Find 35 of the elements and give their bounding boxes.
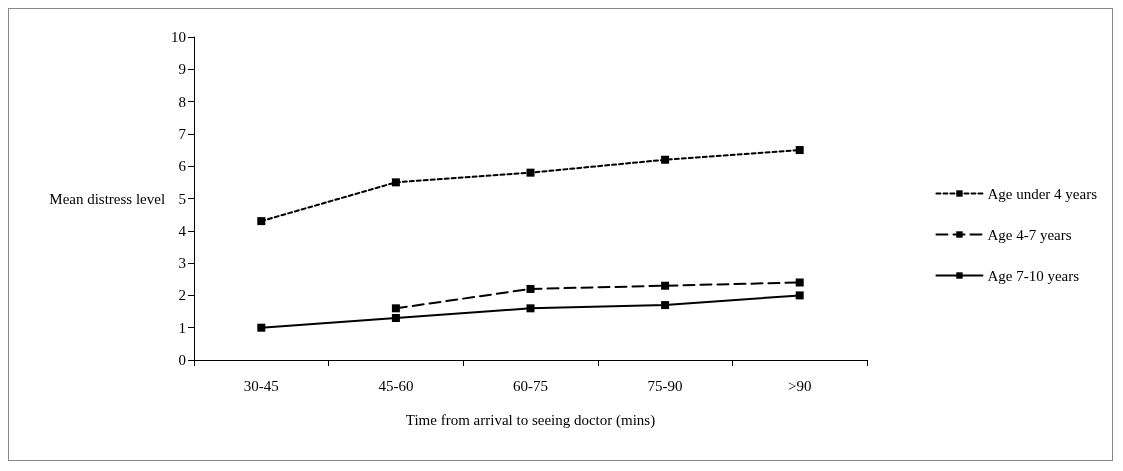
y-tick-label: 3 [178, 255, 186, 272]
legend-label: Age 7-10 years [987, 267, 1080, 284]
point [391, 314, 400, 323]
y-axis-title: Mean distress level [49, 190, 166, 207]
legend-label: Age under 4 years [987, 185, 1098, 202]
x-tick-label: 30-45 [243, 377, 279, 394]
y-tick-label: 7 [178, 125, 187, 142]
y-tick-label: 8 [178, 93, 186, 110]
point [526, 284, 535, 293]
point [257, 323, 266, 332]
y-tick-label: 5 [178, 190, 186, 207]
y-tick-label: 9 [178, 61, 186, 78]
point [661, 281, 670, 290]
legend-label: Age 4-7 years [987, 226, 1072, 243]
point [661, 155, 670, 164]
point [795, 146, 804, 155]
y-tick-label: 6 [178, 158, 187, 175]
y-tick-label: 1 [178, 319, 186, 336]
x-tick-label: 60-75 [513, 377, 548, 394]
point [526, 304, 535, 313]
x-axis-title: Time from arrival to seeing doctor (mins) [405, 411, 656, 429]
point [257, 217, 266, 226]
x-tick-label: 75-90 [647, 377, 683, 394]
y-tick-label: 4 [178, 222, 187, 239]
y-tick-label: 0 [178, 352, 186, 368]
point [391, 178, 400, 187]
point [526, 168, 535, 177]
y-tick-label: 2 [178, 287, 186, 304]
point [795, 278, 804, 287]
x-tick-label: 45-60 [378, 377, 414, 394]
point [661, 301, 670, 310]
point [391, 304, 400, 313]
y-tick-label: 10 [171, 29, 186, 45]
point [795, 291, 804, 300]
x-tick-label: >90 [787, 377, 812, 394]
